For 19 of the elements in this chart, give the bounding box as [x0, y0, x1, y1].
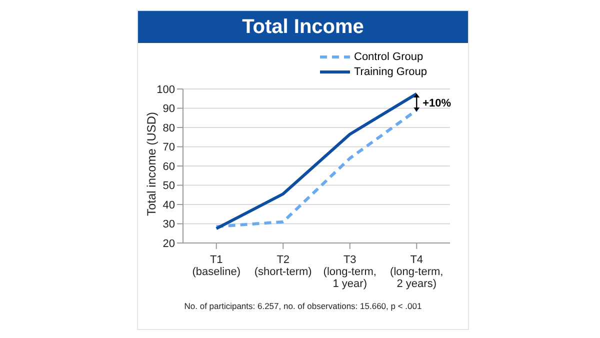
- x-tick-label: T2 (short-term): [254, 254, 312, 278]
- legend-label: Control Group: [354, 50, 424, 62]
- x-tick-label: T4 (long-term, 2 years): [390, 254, 444, 290]
- y-tick-label: 100: [156, 84, 175, 96]
- y-tick-label: 20: [162, 238, 175, 250]
- annotation: +10%: [422, 97, 452, 110]
- chart-title: Total Income: [138, 11, 468, 43]
- text: No. of participants: 6.257, no. of observations: 15.660, p < .001: [183, 301, 423, 311]
- x-tick-label: T1 (baseline): [192, 254, 241, 278]
- y-tick-label: 40: [162, 199, 175, 212]
- y-tick-label: 90: [162, 103, 175, 116]
- y-tick-label: 80: [162, 122, 175, 134]
- y-tick-label: 70: [162, 142, 175, 154]
- x-tick-label: T3 (long-term, 1 year): [323, 254, 376, 290]
- y-tick-label: 30: [162, 218, 175, 231]
- y-tick-label: 50: [162, 180, 175, 192]
- legend-label: Training Group: [354, 66, 427, 78]
- y-tick-label: 60: [162, 160, 175, 173]
- y-axis-title: Total income (USD): [144, 112, 158, 216]
